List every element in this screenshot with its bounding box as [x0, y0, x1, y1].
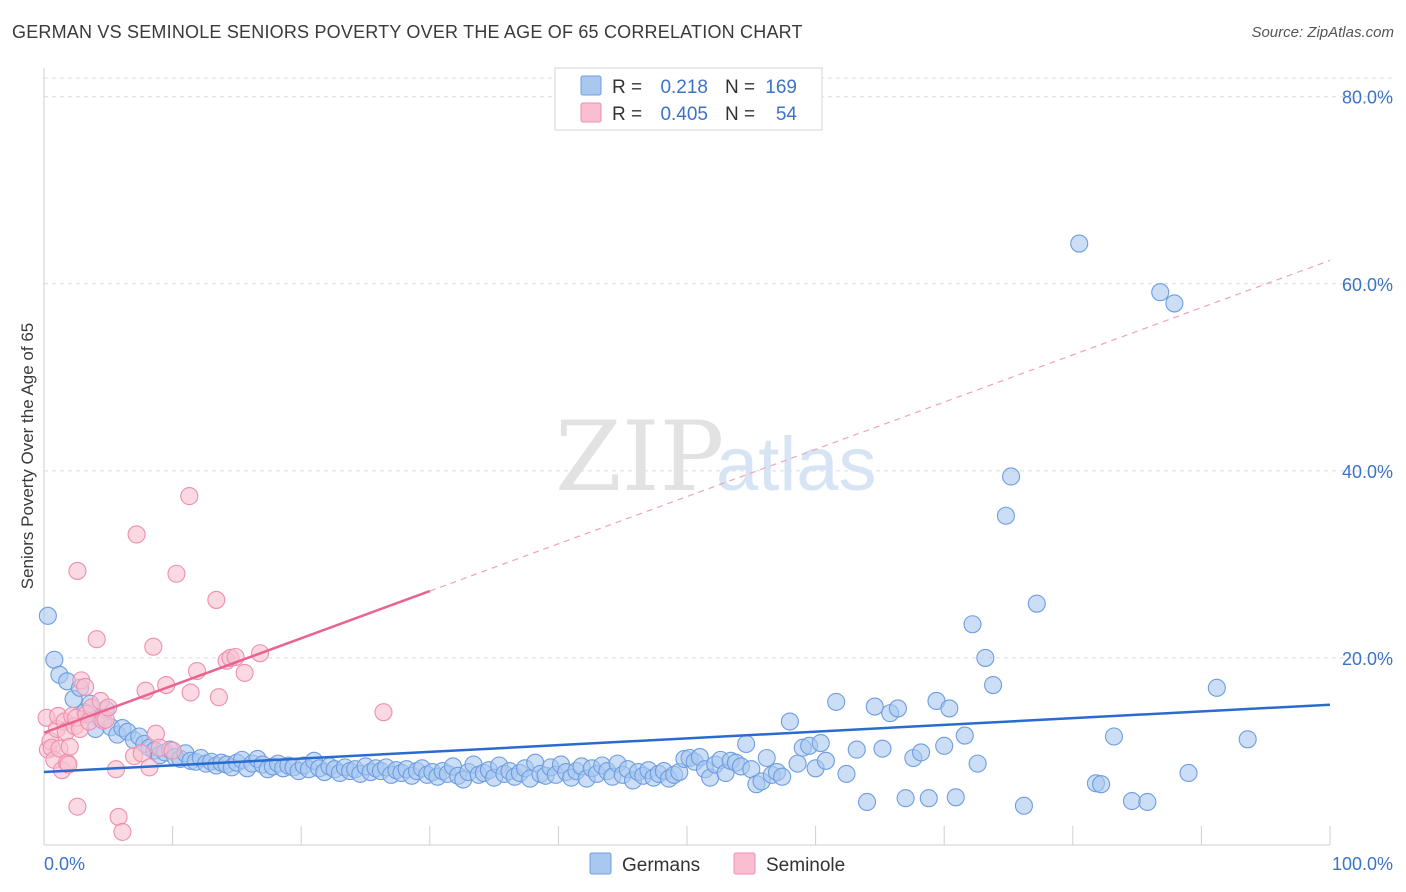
germans-point-179 [1138, 792, 1157, 812]
bottom-legend-label-germans: Germans [622, 855, 700, 876]
germans-point-141 [773, 767, 792, 786]
seminole-point-44 [180, 487, 199, 506]
seminole-point-43 [167, 564, 186, 583]
seminole-point-38 [144, 637, 163, 656]
germans-trend-line [43, 703, 1331, 774]
germans-point-142 [780, 712, 799, 731]
germans-point-173 [1027, 594, 1046, 613]
seminole-point-48 [209, 688, 228, 707]
germans-point-147 [811, 733, 830, 753]
bottom-legend-swatch-seminole [733, 852, 756, 875]
watermark: ZIP atlas [555, 401, 877, 513]
legend-r-label-germans: R = [612, 77, 642, 98]
seminole-point-13 [60, 737, 79, 756]
legend-r-value-seminole: 0.405 [660, 104, 708, 125]
germans-point-168 [976, 648, 995, 667]
germans-point-180 [1151, 283, 1170, 302]
bottom-legend: Germans Seminole [589, 852, 845, 876]
legend-n-value-seminole: 54 [776, 104, 798, 125]
legend-r-label-seminole: R = [612, 104, 642, 125]
seminole-trend-line-solid [43, 589, 431, 734]
germans-point-170 [996, 506, 1015, 525]
points-layer [37, 234, 1257, 841]
seminole-point-52 [235, 663, 254, 682]
germans-point-163 [940, 699, 959, 718]
legend-r-value-germans: 0.218 [660, 77, 708, 98]
germans-point-150 [837, 764, 856, 783]
germans-point-166 [963, 615, 982, 634]
germans-point-171 [1002, 467, 1021, 486]
germans-point-143 [788, 754, 807, 773]
watermark-zip: ZIP [555, 401, 724, 513]
legend-swatch-germans [580, 75, 602, 96]
y-tick-label-0: 20.0% [1342, 649, 1393, 669]
seminole-point-12 [59, 755, 78, 774]
trend-layer [43, 259, 1331, 774]
germans-point-1 [45, 650, 64, 669]
germans-point-165 [955, 726, 974, 745]
gridlines [44, 77, 1393, 659]
seminole-trend-line-dashed [429, 259, 1331, 592]
y-axis-label: Seniors Poverty Over the Age of 65 [18, 323, 37, 589]
seminole-point-31 [109, 807, 128, 826]
chart-title: GERMAN VS SEMINOLE SENIORS POVERTY OVER … [12, 22, 803, 42]
germans-point-167 [968, 754, 987, 773]
germans-point-134 [737, 734, 756, 754]
seminole-point-32 [113, 822, 132, 841]
seminole-point-54 [374, 703, 393, 722]
seminole-point-18 [68, 561, 87, 580]
germans-point-181 [1165, 294, 1184, 313]
germans-point-148 [816, 751, 835, 770]
bottom-legend-swatch-germans [589, 852, 612, 875]
legend-n-value-germans: 169 [765, 77, 797, 98]
germans-point-159 [912, 743, 931, 762]
seminole-point-45 [181, 683, 200, 702]
germans-point-182 [1179, 763, 1198, 783]
legend-n-label-seminole: N = [725, 104, 755, 125]
y-tick-label-1: 40.0% [1342, 462, 1393, 482]
germans-point-156 [888, 699, 907, 718]
axes [43, 68, 1331, 846]
germans-point-138 [757, 748, 776, 768]
germans-point-157 [896, 789, 915, 808]
germans-point-160 [919, 789, 938, 808]
y-tick-label-3: 80.0% [1342, 88, 1393, 108]
seminole-point-21 [76, 677, 95, 696]
germans-point-152 [857, 792, 877, 812]
bottom-legend-label-seminole: Seminole [766, 855, 845, 876]
seminole-point-34 [127, 525, 146, 544]
x-tick-label-min: 0.0% [44, 854, 85, 874]
seminole-point-42 [163, 741, 182, 760]
germans-point-149 [827, 692, 846, 711]
seminole-point-25 [87, 630, 106, 649]
germans-point-162 [935, 736, 954, 755]
germans-point-172 [1014, 796, 1033, 815]
germans-point-183 [1207, 678, 1226, 697]
germans-point-164 [946, 788, 965, 807]
germans-point-177 [1104, 727, 1124, 746]
y-tick-labels: 20.0% 40.0% 60.0% 80.0% [1342, 88, 1393, 669]
germans-point-174 [1070, 234, 1089, 253]
germans-point-0 [38, 606, 57, 625]
germans-point-153 [865, 697, 884, 716]
watermark-atlas: atlas [716, 422, 877, 507]
y-tick-label-2: 60.0% [1342, 275, 1393, 295]
germans-point-169 [984, 676, 1003, 695]
germans-point-176 [1092, 775, 1111, 794]
seminole-point-17 [68, 797, 87, 816]
seminole-point-47 [207, 590, 226, 609]
legend-box: R = 0.218 N = 169 R = 0.405 N = 54 [554, 67, 823, 131]
germans-point-154 [873, 739, 892, 758]
legend-swatch-seminole [580, 102, 602, 123]
germans-point-178 [1122, 791, 1142, 811]
legend-n-label-germans: N = [725, 77, 755, 98]
seminole-point-35 [132, 744, 151, 763]
germans-point-184 [1238, 730, 1257, 749]
x-tick-label-max: 100.0% [1332, 854, 1393, 874]
germans-point-151 [847, 740, 866, 759]
source-label: Source: ZipAtlas.com [1251, 24, 1394, 41]
